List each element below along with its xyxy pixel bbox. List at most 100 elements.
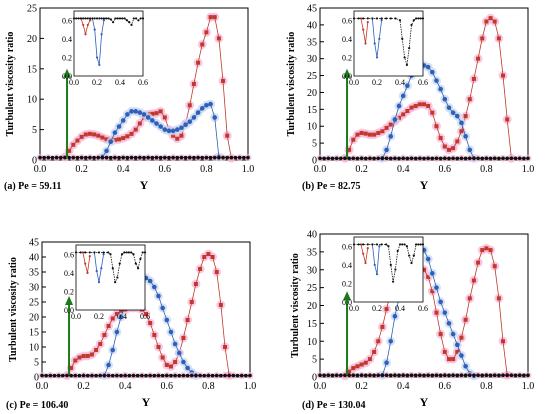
data-point xyxy=(202,255,207,259)
data-point xyxy=(169,373,173,378)
data-point xyxy=(454,113,460,119)
data-point xyxy=(472,156,476,161)
data-point xyxy=(123,373,127,378)
inset-data-point xyxy=(100,267,103,270)
data-point xyxy=(492,19,497,24)
inset-data-point xyxy=(98,17,101,20)
data-point xyxy=(438,299,443,305)
data-point xyxy=(179,133,184,138)
data-point xyxy=(451,373,455,378)
data-point xyxy=(150,111,155,116)
data-point xyxy=(141,112,147,117)
inset-data-point xyxy=(79,251,82,254)
data-point xyxy=(160,305,165,311)
data-point xyxy=(192,155,196,160)
x-tick-label: 0.6 xyxy=(161,381,174,392)
inset-data-point xyxy=(100,17,103,20)
data-point xyxy=(326,373,331,378)
green-arrow-head xyxy=(343,68,352,78)
inset-data-point xyxy=(380,17,383,20)
inset-data-point xyxy=(417,243,420,246)
inset-data-point xyxy=(93,17,96,20)
data-point xyxy=(438,136,443,141)
data-point xyxy=(463,134,468,139)
inset-data-point xyxy=(357,17,360,20)
data-point xyxy=(380,129,385,134)
data-point xyxy=(425,256,431,262)
y-tick-label: 0 xyxy=(34,373,39,384)
y-tick-label: 5 xyxy=(312,139,317,150)
data-point xyxy=(392,117,398,122)
inset-data-point xyxy=(118,17,122,20)
data-point xyxy=(83,155,88,160)
data-point xyxy=(65,373,69,378)
data-point xyxy=(171,155,175,160)
data-point xyxy=(200,155,205,160)
data-point xyxy=(397,156,401,161)
x-tick-label: 0.8 xyxy=(480,381,493,392)
green-arrow-head xyxy=(63,68,72,78)
data-point xyxy=(104,137,109,142)
data-point xyxy=(138,155,142,160)
inset-data-point xyxy=(97,251,101,254)
inset-data-point xyxy=(421,243,425,246)
x-tick-label: 0.6 xyxy=(439,164,452,175)
data-point xyxy=(318,373,322,378)
data-point xyxy=(244,373,248,378)
series-2 xyxy=(316,154,532,162)
data-point xyxy=(455,349,460,354)
data-point xyxy=(181,336,186,340)
data-point xyxy=(129,109,134,114)
inset-data-point xyxy=(359,243,362,246)
inset-data-point xyxy=(125,19,128,22)
data-point xyxy=(471,278,476,283)
inset-data-point xyxy=(410,23,413,27)
data-point xyxy=(152,373,157,378)
data-point xyxy=(73,358,78,363)
x-tick-label: 0.6 xyxy=(159,164,172,175)
data-point xyxy=(396,103,402,109)
x-tick-label: 0.0 xyxy=(314,164,327,175)
inset-x-tick-label: 0.4 xyxy=(115,78,125,87)
inset-data-point xyxy=(403,243,406,246)
inset-frame xyxy=(353,236,424,303)
inset-data-point xyxy=(134,262,137,265)
inset-data-point xyxy=(79,17,82,20)
data-point xyxy=(376,130,381,135)
data-point xyxy=(372,373,376,378)
data-point xyxy=(195,110,201,115)
x-tick-label: 0.0 xyxy=(36,381,49,392)
inset-y-tick-label: 0.2 xyxy=(342,279,352,288)
data-point xyxy=(467,156,472,161)
data-point xyxy=(488,373,493,378)
data-point xyxy=(71,142,76,147)
data-point xyxy=(430,271,435,276)
data-point xyxy=(94,348,99,352)
x-tick-label: 0.2 xyxy=(355,164,368,175)
data-point xyxy=(118,314,124,320)
inset-data-point xyxy=(398,19,402,22)
data-point xyxy=(133,155,138,160)
data-point xyxy=(484,246,489,251)
inset-plot: 0.0 0.2 0.4 0.6 0.0 0.2 0.4 0.6 xyxy=(62,10,148,87)
data-point xyxy=(454,342,460,348)
data-point xyxy=(434,285,439,290)
y-tick-label: 25 xyxy=(307,71,317,82)
data-point xyxy=(442,349,447,354)
data-point xyxy=(90,373,94,378)
data-point xyxy=(162,115,167,120)
data-point xyxy=(144,312,148,316)
inset-data-point xyxy=(91,17,94,20)
data-point xyxy=(233,155,238,160)
data-point xyxy=(98,342,103,346)
data-point xyxy=(202,373,207,378)
data-point xyxy=(75,155,80,160)
y-tick-label: 45 xyxy=(307,4,317,15)
data-point xyxy=(204,102,209,108)
data-point xyxy=(221,78,226,83)
data-point xyxy=(451,357,456,362)
inset-y-tick-label: 0.0 xyxy=(342,72,352,81)
data-point xyxy=(405,109,410,114)
data-point xyxy=(154,121,159,126)
data-point xyxy=(367,132,372,137)
